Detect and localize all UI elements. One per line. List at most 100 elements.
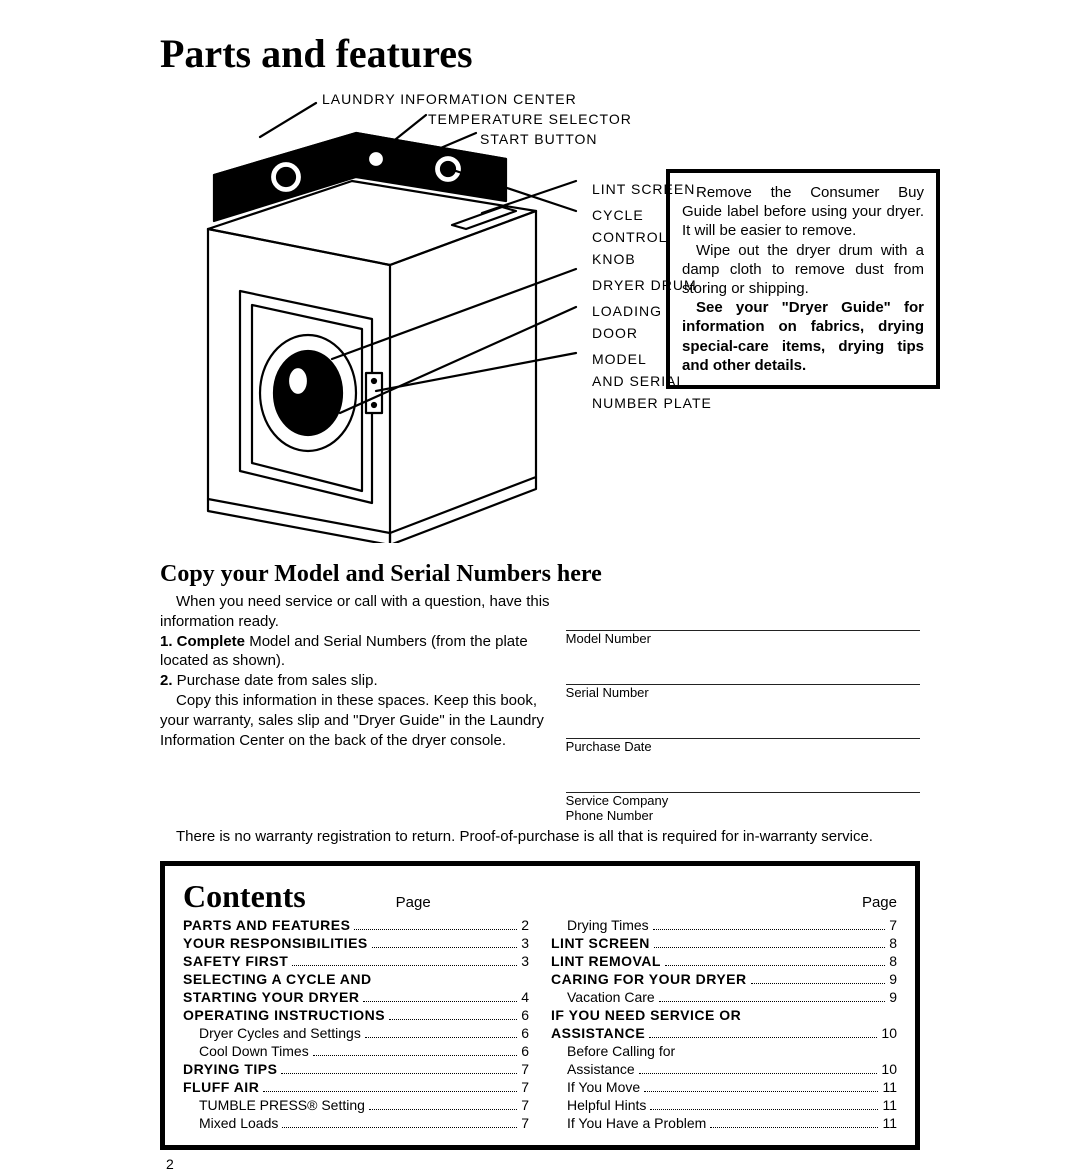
contents-row: TUMBLE PRESS® Setting 7: [183, 1097, 529, 1113]
contents-row: SAFETY FIRST 3: [183, 953, 529, 969]
contents-label: Before Calling for: [551, 1043, 675, 1059]
contents-label: If You Have a Problem: [551, 1115, 706, 1131]
warranty-note: There is no warranty registration to ret…: [160, 827, 920, 847]
contents-page: 11: [882, 1097, 897, 1113]
contents-row: LINT SCREEN8: [551, 935, 897, 951]
contents-dots: [313, 1055, 518, 1056]
contents-label: If You Move: [551, 1079, 640, 1095]
contents-label: OPERATING INSTRUCTIONS: [183, 1007, 385, 1023]
contents-label: YOUR RESPONSIBILITIES: [183, 935, 368, 951]
model-line[interactable]: [566, 608, 920, 631]
serial-line[interactable]: [566, 662, 920, 685]
contents-dots: [649, 1037, 877, 1038]
contents-columns: PARTS AND FEATURES 2 YOUR RESPONSIBILITIES…: [183, 915, 897, 1133]
page-title: Parts and features: [160, 30, 920, 77]
contents-dots: [365, 1037, 517, 1038]
model-label: Model Number: [566, 631, 920, 646]
contents-page: 4: [521, 989, 529, 1005]
contents-dots: [665, 965, 885, 966]
infobox-p3-bold: See your "Dryer Guide" for information o…: [682, 299, 924, 374]
contents-label: IF YOU NEED SERVICE OR: [551, 1007, 741, 1023]
contents-row: Before Calling for: [551, 1043, 897, 1059]
contents-dots: [650, 1109, 878, 1110]
contents-label: TUMBLE PRESS® Setting: [183, 1097, 365, 1113]
copy-left-col: When you need service or call with a que…: [160, 592, 552, 823]
contents-label: SAFETY FIRST: [183, 953, 288, 969]
contents-label: STARTING YOUR DRYER: [183, 989, 359, 1005]
copy-li1: 1. Complete Model and Serial Numbers (fr…: [160, 632, 552, 672]
contents-label: Vacation Care: [551, 989, 655, 1005]
contents-dots: [644, 1091, 878, 1092]
contents-page: 6: [521, 1043, 529, 1059]
copy-heading: Copy your Model and Serial Numbers here: [160, 561, 920, 588]
contents-row: LINT REMOVAL 8: [551, 953, 897, 969]
contents-right-col: Drying Times7LINT SCREEN8LINT REMOVAL8CA…: [551, 915, 897, 1133]
manual-page: Parts and features: [160, 0, 920, 1172]
callout-temp-selector: TEMPERATURE SELECTOR: [428, 111, 632, 127]
contents-dots: [372, 947, 517, 948]
contents-label: Assistance: [551, 1061, 635, 1077]
contents-page: 10: [881, 1061, 897, 1077]
infobox-p1: Remove the Consumer Buy Guide label befo…: [682, 183, 924, 241]
service-label-2: Phone Number: [566, 808, 920, 823]
contents-dots: [281, 1073, 517, 1074]
contents-dots: [751, 983, 886, 984]
contents-dots: [369, 1109, 517, 1110]
contents-row: CARING FOR YOUR DRYER9: [551, 971, 897, 987]
contents-dots: [653, 929, 886, 930]
contents-page: 11: [882, 1079, 897, 1095]
contents-label: FLUFF AIR: [183, 1079, 259, 1095]
contents-page: 2: [521, 917, 529, 933]
copy-keep: Copy this information in these spaces. K…: [160, 691, 552, 750]
copy-li1-b: 1. Complete: [160, 633, 245, 650]
purchase-line[interactable]: [566, 716, 920, 739]
contents-row: If You Have a Problem 11: [551, 1115, 897, 1131]
contents-label: Mixed Loads: [183, 1115, 278, 1131]
contents-page: 3: [521, 935, 529, 951]
serial-label: Serial Number: [566, 685, 920, 700]
copy-right-col: Model Number Serial Number Purchase Date…: [566, 592, 920, 823]
contents-page: 6: [521, 1025, 529, 1041]
contents-row: Vacation Care9: [551, 989, 897, 1005]
contents-page: 7: [521, 1079, 529, 1095]
infobox-p3: See your "Dryer Guide" for information o…: [682, 298, 924, 375]
contents-label: DRYING TIPS: [183, 1061, 277, 1077]
contents-row: Cool Down Times 6: [183, 1043, 529, 1059]
contents-row: FLUFF AIR 7: [183, 1079, 529, 1095]
copy-li2: 2. Purchase date from sales slip.: [160, 671, 552, 691]
contents-page: 7: [521, 1115, 529, 1131]
contents-label: PARTS AND FEATURES: [183, 917, 350, 933]
contents-page: 7: [521, 1097, 529, 1113]
contents-page: 3: [521, 953, 529, 969]
contents-left-col: PARTS AND FEATURES 2 YOUR RESPONSIBILITIES…: [183, 915, 529, 1133]
page-number: 2: [166, 1156, 920, 1172]
contents-dots: [639, 1073, 878, 1074]
contents-page: 11: [882, 1115, 897, 1131]
callout-model-3: NUMBER PLATE: [592, 395, 712, 411]
contents-row: OPERATING INSTRUCTIONS6: [183, 1007, 529, 1023]
contents-page: 8: [889, 953, 897, 969]
contents-dots: [282, 1127, 517, 1128]
service-line[interactable]: [566, 770, 920, 793]
contents-row: If You Move 11: [551, 1079, 897, 1095]
contents-label: Drying Times: [551, 917, 649, 933]
contents-row: Mixed Loads 7: [183, 1115, 529, 1131]
contents-row: PARTS AND FEATURES 2: [183, 917, 529, 933]
copy-intro: When you need service or call with a que…: [160, 592, 552, 632]
contents-box: Contents Page Page PARTS AND FEATURES2YO…: [160, 861, 920, 1150]
contents-dots: [263, 1091, 517, 1092]
contents-label: LINT REMOVAL: [551, 953, 661, 969]
page-label-right: Page: [862, 894, 897, 911]
contents-page: 8: [889, 935, 897, 951]
contents-page: 7: [521, 1061, 529, 1077]
callout-start-button: START BUTTON: [480, 131, 598, 147]
contents-label: Dryer Cycles and Settings: [183, 1025, 361, 1041]
page-label-left: Page: [396, 894, 431, 911]
contents-label: Cool Down Times: [183, 1043, 309, 1059]
contents-dots: [292, 965, 517, 966]
contents-dots: [659, 1001, 886, 1002]
contents-label: ASSISTANCE: [551, 1025, 645, 1041]
contents-dots: [389, 1019, 517, 1020]
contents-row: IF YOU NEED SERVICE OR: [551, 1007, 897, 1023]
infobox-p2: Wipe out the dryer drum with a damp clot…: [682, 241, 924, 299]
